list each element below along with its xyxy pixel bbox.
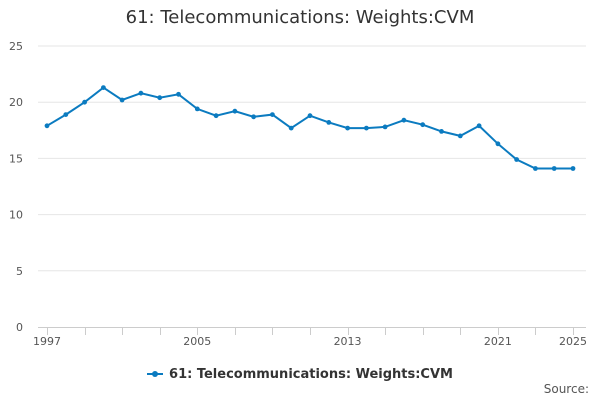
data-point — [101, 85, 106, 90]
y-tick-label: 25 — [9, 40, 23, 53]
data-point — [63, 112, 69, 117]
y-tick-label: 20 — [9, 96, 23, 109]
data-point — [457, 133, 463, 139]
data-point — [213, 113, 219, 119]
data-point — [495, 141, 501, 147]
data-point — [401, 117, 407, 123]
data-point — [119, 97, 125, 103]
data-point — [420, 122, 426, 128]
series-line — [46, 86, 573, 170]
data-point — [251, 114, 256, 120]
data-point — [138, 90, 144, 96]
data-point — [270, 112, 275, 117]
y-tick-label: 15 — [9, 152, 23, 165]
data-point — [194, 106, 200, 112]
legend[interactable]: 61: Telecommunications: Weights:CVM — [0, 364, 600, 382]
data-point — [551, 166, 557, 171]
x-axis-ticks: 1997 2005 2013 2021 2025 — [33, 327, 587, 348]
data-point — [44, 123, 50, 129]
data-point — [533, 166, 538, 171]
data-point — [157, 95, 163, 101]
x-tick-label: 2021 — [484, 335, 512, 348]
x-tick-label: 2013 — [334, 335, 362, 348]
gridlines — [38, 45, 586, 272]
series-group — [44, 85, 576, 171]
chart-title: 61: Telecommunications: Weights:CVM — [125, 7, 475, 28]
y-tick-label: 10 — [9, 209, 23, 222]
y-tick-label: 0 — [16, 321, 23, 334]
data-point — [176, 91, 181, 97]
source-label: Source: — [543, 382, 589, 396]
data-point — [307, 113, 313, 119]
data-point — [570, 166, 576, 171]
data-point — [364, 125, 369, 131]
legend-label: 61: Telecommunications: Weights:CVM — [169, 366, 453, 382]
data-point — [345, 125, 350, 131]
data-point — [514, 157, 519, 162]
data-point — [439, 129, 444, 134]
x-tick-label: 1997 — [33, 335, 61, 348]
x-tick-label: 2005 — [183, 335, 211, 348]
y-axis-ticks: 0 5 10 15 20 25 — [9, 40, 23, 334]
data-point — [326, 120, 332, 125]
x-tick-label: 2025 — [559, 335, 587, 348]
data-point — [288, 125, 294, 131]
legend-line-swatch — [147, 371, 164, 377]
data-point — [82, 99, 87, 105]
y-tick-label: 5 — [16, 265, 23, 278]
data-point — [382, 124, 388, 130]
data-point — [476, 123, 482, 129]
data-point — [232, 108, 238, 114]
